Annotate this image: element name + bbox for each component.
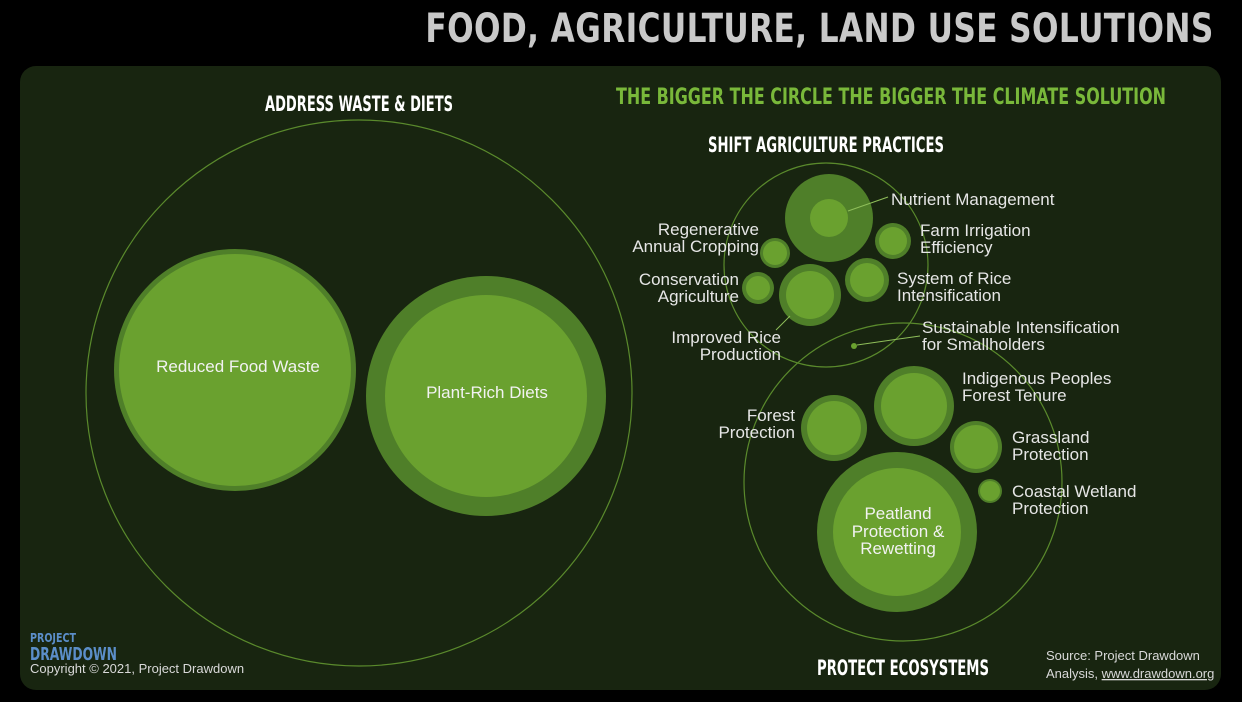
bubble-nutrient-management-core <box>810 199 848 237</box>
source-line2: Analysis, www.drawdown.org <box>1046 666 1214 681</box>
bubble-indigenous-forest-tenure-core <box>881 373 947 439</box>
group-circle-ecosystems <box>743 322 1063 642</box>
label-grassland-line2: Protection <box>1012 445 1089 464</box>
source-prefix: Analysis, <box>1046 666 1102 681</box>
bubble-farm-irrigation-core <box>879 227 907 255</box>
bubble-forest-protection-core <box>807 401 861 455</box>
bubble-plant-rich-diets-core <box>385 295 587 497</box>
group-circle-waste-diets <box>85 119 633 667</box>
bubble-reduced-food-waste-core <box>119 254 351 486</box>
label-farm-irrigation-line2: Efficiency <box>920 238 993 257</box>
leader-nutrient-management <box>847 196 889 212</box>
label-indigenous-line2: Forest Tenure <box>962 386 1067 405</box>
label-peatland-line1: Peatland <box>864 504 931 523</box>
copyright: Copyright © 2021, Project Drawdown <box>30 661 244 676</box>
bubble-improved-rice-core <box>786 271 834 319</box>
label-nutrient-management: Nutrient Management <box>891 190 1055 209</box>
bubble-coastal-wetland-core <box>980 481 1000 501</box>
bubble-conservation-agriculture-core <box>746 276 770 300</box>
group-header-agriculture: SHIFT AGRICULTURE PRACTICES <box>708 133 944 157</box>
label-rice-intensification-line1: System of Rice <box>897 269 1011 288</box>
group-circle-agriculture <box>723 162 929 368</box>
label-coastal-line1: Coastal Wetland <box>1012 482 1136 501</box>
group-header-ecosystems: PROTECT ECOSYSTEMS <box>817 656 989 680</box>
source-line1: Source: Project Drawdown <box>1046 648 1200 663</box>
bubble-rice-intensification-core <box>850 263 884 297</box>
label-peatland-line3: Rewetting <box>860 539 936 558</box>
label-grassland-line1: Grassland <box>1012 428 1089 447</box>
label-farm-irrigation-line1: Farm Irrigation <box>920 221 1031 240</box>
label-plant-rich-diets: Plant-Rich Diets <box>426 383 548 402</box>
label-regenerative-line1: Regenerative <box>658 220 759 239</box>
label-forest-line2: Protection <box>718 423 795 442</box>
label-conservation-line2: Agriculture <box>658 287 739 306</box>
label-peatland-line2: Protection & <box>852 522 945 541</box>
label-reduced-food-waste: Reduced Food Waste <box>156 357 320 376</box>
label-sustainable-line2: for Smallholders <box>922 335 1045 354</box>
label-rice-intensification-line2: Intensification <box>897 286 1001 305</box>
bubble-grassland-protection-core <box>954 425 998 469</box>
bubble-regenerative-core <box>763 241 787 265</box>
source-link[interactable]: www.drawdown.org <box>1101 666 1215 681</box>
group-header-waste-diets: ADDRESS WASTE & DIETS <box>265 92 453 116</box>
leader-improved-rice <box>775 315 791 331</box>
leader-sustainable-intensification <box>856 335 921 346</box>
label-conservation-line1: Conservation <box>639 270 739 289</box>
label-coastal-line2: Protection <box>1012 499 1089 518</box>
label-indigenous-line1: Indigenous Peoples <box>962 369 1111 388</box>
label-sustainable-line1: Sustainable Intensification <box>922 318 1120 337</box>
label-forest-line1: Forest <box>747 406 795 425</box>
label-improved-rice-line2: Production <box>700 345 781 364</box>
logo-project: PROJECT <box>30 631 77 645</box>
label-improved-rice-line1: Improved Rice <box>671 328 781 347</box>
bubble-peatland-core <box>833 468 961 596</box>
page-title: FOOD, AGRICULTURE, LAND USE SOLUTIONS <box>425 6 1214 52</box>
label-regenerative-line2: Annual Cropping <box>632 237 759 256</box>
bubble-sustainable-intensification <box>851 343 857 349</box>
logo-drawdown: DRAWDOWN <box>30 644 117 665</box>
tagline: THE BIGGER THE CIRCLE THE BIGGER THE CLI… <box>616 85 1166 110</box>
